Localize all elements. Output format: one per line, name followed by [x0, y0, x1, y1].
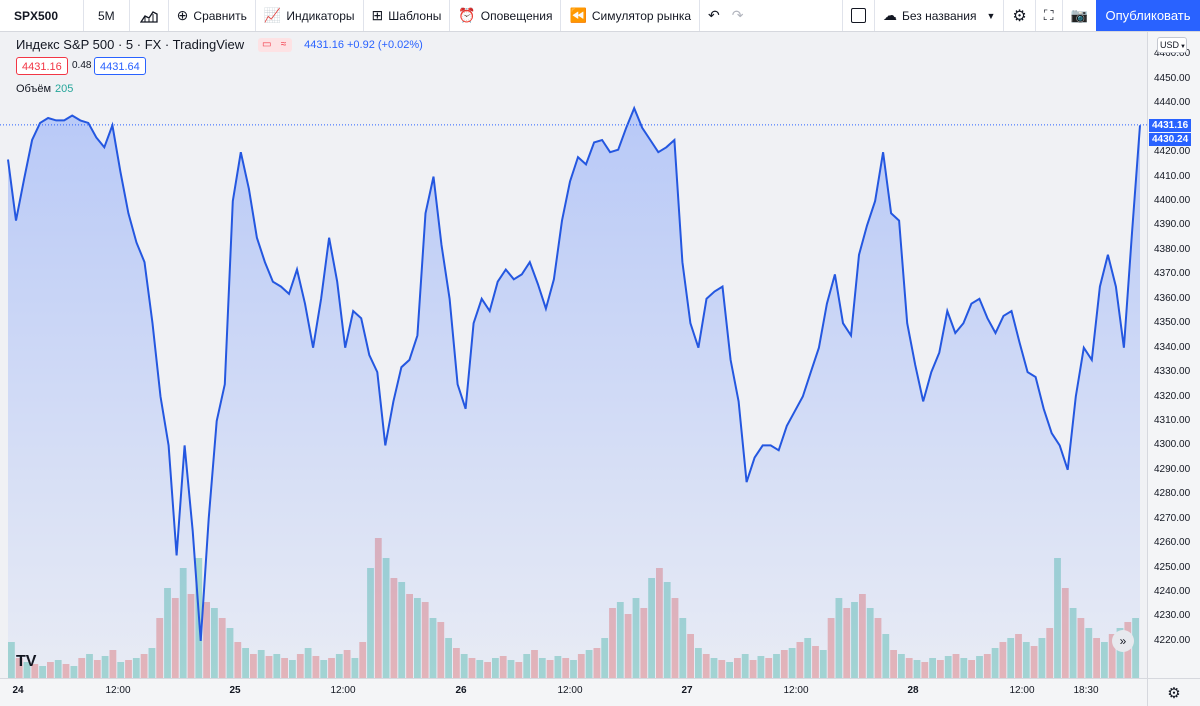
last-price-tag: 4431.16 — [1149, 119, 1191, 132]
layout-name-label: Без названия — [901, 8, 977, 23]
time-tick-label: 27 — [681, 685, 693, 696]
price-tick-label: 4310.00 — [1154, 414, 1191, 426]
redo-icon[interactable]: ↷ — [731, 7, 744, 23]
price-tick-label: 4300.00 — [1154, 439, 1191, 451]
chart-legend: Индекс S&P 500 · 5 · FX · TradingView ▭ ≈… — [16, 37, 423, 52]
time-tick-label: 12:00 — [557, 685, 583, 696]
indicators-label: Индикаторы — [286, 8, 355, 23]
chevron-down-icon: ▼ — [1180, 44, 1186, 50]
settings-button[interactable]: ⚙ — [1004, 0, 1036, 31]
indicators-button[interactable]: 📈 Индикаторы — [256, 0, 364, 31]
time-tick-label: 12:00 — [1009, 685, 1035, 696]
price-tick-label: 4370.00 — [1154, 268, 1191, 280]
expand-icon: ⛶ — [1043, 7, 1054, 23]
price-tick-label: 4460.00 — [1154, 48, 1190, 59]
gear-icon: ⚙ — [1012, 7, 1027, 25]
square-icon — [850, 8, 866, 23]
price-tick-label: 4230.00 — [1154, 610, 1191, 622]
time-tick-label: 18:30 — [1073, 685, 1099, 696]
price-tick-label: 4290.00 — [1154, 463, 1191, 475]
time-tick-label: 12:00 — [783, 685, 809, 696]
volume-label: Объём — [16, 83, 52, 95]
replay-label: Симулятор рынка — [591, 8, 692, 23]
time-axis[interactable]: 24 12:00 25 12:00 26 12:00 27 12:00 28 12:00 18:30 — [0, 678, 1147, 706]
tradingview-logo[interactable]: TV — [16, 653, 37, 670]
templates-label: Шаблоны — [388, 8, 442, 23]
currency-selector[interactable]: USD▼ — [1157, 37, 1187, 53]
price-tick-label: 4390.00 — [1154, 219, 1191, 231]
time-tick-label: 28 — [907, 685, 919, 696]
chevron-down-icon: ▼ — [986, 10, 996, 21]
volume-value: 205 — [55, 83, 74, 95]
flag-icon[interactable]: ▭ ≈ — [258, 37, 293, 52]
price-tick-label: 4340.00 — [1154, 341, 1191, 353]
currency-label: USD — [1160, 40, 1180, 50]
symbol-search-button[interactable]: SPX500 — [0, 0, 84, 31]
price-tick-label: 4330.00 — [1154, 366, 1191, 378]
time-tick-label: 26 — [455, 685, 467, 696]
gear-icon: ⚙ — [1167, 684, 1181, 702]
bid-price-box[interactable]: 4431.16 — [16, 57, 68, 75]
price-chart — [0, 105, 1147, 678]
top-toolbar: SPX500 5M ⊕ Сравнить 📈 Индикаторы ⊞ Шабл… — [0, 0, 1200, 32]
price-tick-label: 4220.00 — [1154, 634, 1191, 646]
time-tick-label: 25 — [229, 685, 241, 696]
grid-icon: ⊞ — [371, 7, 384, 23]
legend-title: Индекс S&P 500 · 5 · FX · TradingView — [16, 37, 245, 52]
alerts-button[interactable]: ⏰ Оповещения — [450, 0, 562, 31]
indicators-icon: 📈 — [263, 7, 282, 23]
area-chart-icon — [139, 10, 158, 23]
time-tick-label: 12:00 — [330, 685, 356, 696]
snapshot-button[interactable]: 📷 — [1063, 0, 1096, 31]
replay-button[interactable]: ⏪ Симулятор рынка — [561, 0, 701, 31]
price-tick-label: 4240.00 — [1154, 586, 1191, 598]
compare-label: Сравнить — [193, 8, 247, 23]
price-tick-label: 4440.00 — [1154, 97, 1191, 109]
legend-price: 4431.16 +0.92 (+0.02%) — [304, 38, 423, 51]
interval-button[interactable]: 5M — [84, 0, 130, 31]
price-tick-label: 4380.00 — [1154, 243, 1191, 255]
price-tick-label: 4250.00 — [1154, 561, 1191, 573]
camera-icon: 📷 — [1070, 7, 1088, 23]
price-line — [7, 105, 1141, 641]
double-chevron-right-icon: » — [1119, 634, 1127, 648]
chart-pane[interactable] — [0, 32, 1147, 678]
plus-circle-icon: ⊕ — [176, 7, 189, 23]
price-tick-label: 4320.00 — [1154, 390, 1191, 402]
undo-icon[interactable]: ↶ — [708, 7, 720, 23]
layout-name-button[interactable]: ☁ Без названия ▼ — [875, 0, 1005, 31]
scroll-to-realtime-button[interactable]: » — [1112, 630, 1134, 652]
price-tick-label: 4410.00 — [1154, 170, 1191, 182]
time-tick-label: 12:00 — [105, 685, 131, 696]
undo-redo-group: ↶ ↷ — [700, 0, 756, 31]
time-tick-label: 24 — [12, 685, 24, 696]
compare-button[interactable]: ⊕ Сравнить — [169, 0, 256, 31]
price-tick-label: 4360.00 — [1154, 292, 1191, 304]
alerts-label: Оповещения — [480, 8, 553, 23]
volume-legend: Объём 205 — [16, 83, 73, 95]
chart-style-button[interactable] — [130, 0, 169, 31]
price-area — [8, 108, 1140, 678]
price-tick-label: 4350.00 — [1154, 317, 1191, 329]
spread-value: 0.48 — [72, 60, 92, 71]
axis-settings-button[interactable]: ⚙ — [1147, 678, 1200, 706]
price-tick-label: 4420.00 — [1154, 146, 1191, 158]
ask-price-box[interactable]: 4431.64 — [94, 57, 146, 75]
price-tick-label: 4270.00 — [1154, 512, 1191, 524]
cloud-icon: ☁ — [882, 7, 897, 23]
price-tick-label: 4260.00 — [1154, 537, 1191, 549]
rewind-icon: ⏪ — [569, 7, 587, 23]
price-tick-label: 4450.00 — [1154, 72, 1191, 84]
last-price-tag-2: 4430.24 — [1149, 133, 1191, 146]
fullscreen-button[interactable]: ⛶ — [1036, 0, 1063, 31]
fullscreen-layout-button[interactable] — [841, 0, 875, 31]
templates-button[interactable]: ⊞ Шаблоны — [364, 0, 451, 31]
price-tick-label: 4400.00 — [1154, 195, 1191, 207]
publish-button[interactable]: Опубликовать — [1096, 0, 1200, 31]
alarm-clock-icon: ⏰ — [458, 7, 476, 23]
price-tick-label: 4280.00 — [1154, 488, 1191, 500]
